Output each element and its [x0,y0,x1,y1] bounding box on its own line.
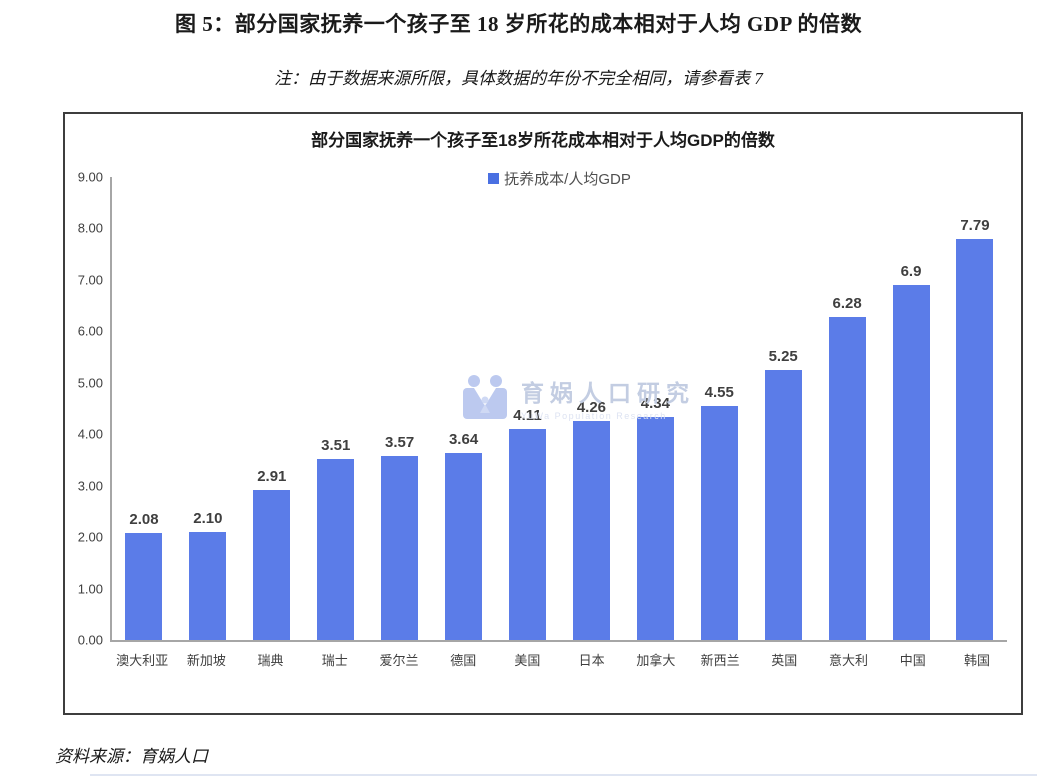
bar-column: 3.57 [368,177,432,640]
x-axis-label: 日本 [578,653,605,668]
y-tick-label: 8.00 [77,220,103,236]
bar-column: 4.34 [623,177,687,640]
legend-label: 抚养成本/人均GDP [504,171,631,188]
y-tick-label: 1.00 [77,581,103,597]
figure-note: 注：由于数据来源所限，具体数据的年份不完全相同，请参看表 7 [274,69,763,88]
legend-swatch-icon [488,173,500,184]
x-axis-label: 爱尔兰 [379,653,419,668]
bar-column: 6.28 [815,177,879,640]
x-axis-label: 新加坡 [186,653,226,668]
x-axis-label: 新西兰 [700,653,740,668]
bar [956,239,994,640]
bar [636,416,674,640]
bar-column: 2.10 [176,177,240,640]
y-tick-label: 7.00 [77,272,103,288]
bar-column: 2.08 [112,177,176,640]
x-axis-label: 意大利 [829,653,869,668]
y-tick-label: 0.00 [77,632,103,648]
x-axis-label: 瑞士 [321,653,348,668]
bar-value-label: 3.51 [321,437,351,455]
bar-value-label: 4.34 [640,394,670,412]
x-axis-label: 瑞典 [257,653,284,668]
bar-column: 6.9 [879,177,943,640]
plot-area: 育娲人口研究 YuWa Population Research 2.08 2.10… [110,177,1007,642]
bar-column: 3.51 [304,177,368,640]
y-tick-label: 5.00 [77,375,103,391]
bar [381,456,419,640]
chart-container: 部分国家抚养一个孩子至18岁所花成本相对于人均GDP的倍数 抚养成本/人均GDP… [63,112,1023,715]
chart-title: 部分国家抚养一个孩子至18岁所花成本相对于人均GDP的倍数 [311,131,775,150]
bottom-divider [90,774,1037,776]
bar [700,405,738,640]
x-axis-label: 英国 [771,653,798,668]
y-tick-label: 3.00 [77,478,103,494]
x-axis-label: 德国 [450,653,477,668]
bar [253,490,291,640]
bar-value-label: 3.57 [385,434,415,452]
bar-column: 4.55 [687,177,751,640]
bar-column: 4.11 [496,177,560,640]
y-axis: 9.00 8.00 7.00 6.00 5.00 4.00 3.00 2.00 1.00 0.00 [65,170,105,648]
bar-value-label: 3.64 [448,430,479,448]
bar-column: 3.64 [432,177,496,640]
bar-column: 2.91 [240,177,304,640]
bar [317,459,355,640]
bar [892,285,930,640]
bar-value-label: 4.11 [513,406,542,424]
bar-column: 4.26 [559,177,623,640]
bar-column: 7.79 [943,177,1007,640]
bar-value-label: 6.9 [900,263,922,281]
bar-column: 5.25 [751,177,815,640]
bar [764,369,802,640]
bar [125,533,163,640]
bar [828,316,866,640]
y-tick-label: 9.00 [77,169,103,185]
legend: 抚养成本/人均GDP [110,168,1009,189]
bar-value-label: 2.08 [129,511,159,528]
bar-value-label: 2.91 [257,468,287,486]
x-axis-label: 中国 [899,653,926,668]
bar-value-label: 5.25 [768,347,798,365]
y-tick-label: 6.00 [77,323,103,339]
bar [508,428,546,640]
y-tick-label: 2.00 [77,529,103,545]
x-axis: 澳大利亚 新加坡 瑞典 瑞士 爱尔兰 德国 美国 日本 加拿大 新西兰 英国 意大利 中国 韩国 [110,650,1009,669]
x-axis-label: 韩国 [963,653,990,668]
source-text: 资料来源：育娲人口 [55,747,208,766]
bar [445,452,483,640]
bar-value-label: 4.26 [576,398,607,416]
bar [572,420,610,640]
x-axis-label: 澳大利亚 [116,653,169,668]
x-axis-label: 加拿大 [636,653,676,668]
bar-value-label: 6.28 [832,294,862,312]
y-tick-label: 4.00 [77,426,103,442]
bar [189,531,227,640]
bar-value-label: 4.55 [704,383,734,401]
x-axis-label: 美国 [514,653,541,668]
bar-value-label: 2.10 [193,509,223,527]
bar-value-label: 7.79 [960,217,990,235]
figure-title: 图 5：部分国家抚养一个孩子至 18 岁所花的成本相对于人均 GDP 的倍数 [175,12,862,36]
